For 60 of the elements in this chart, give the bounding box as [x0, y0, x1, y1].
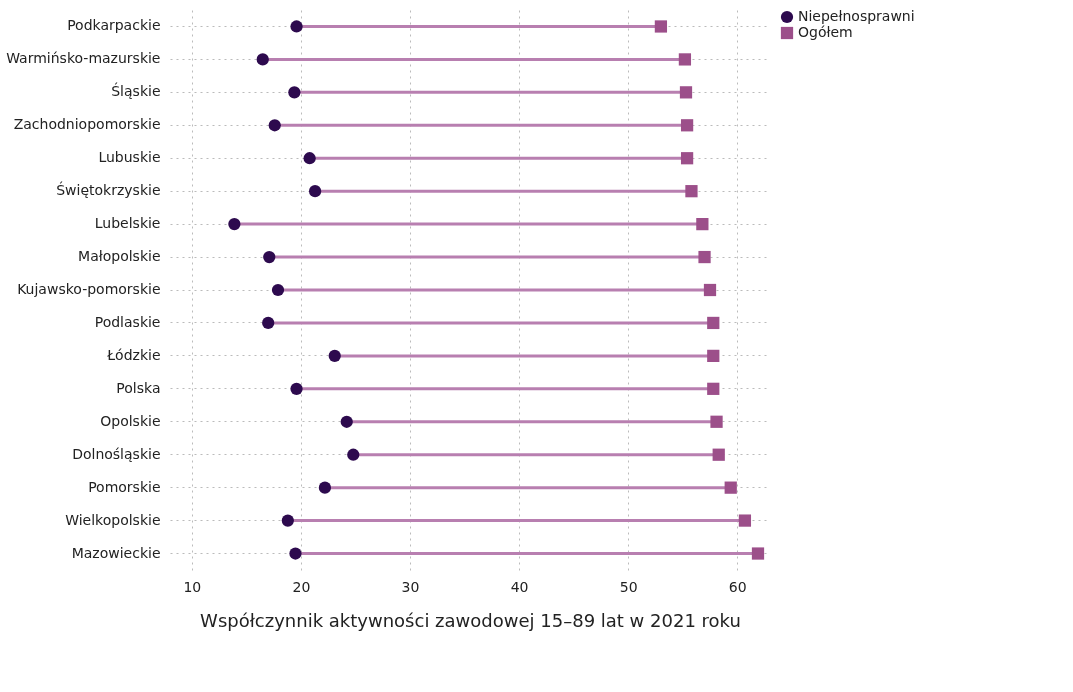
point [290, 20, 303, 33]
point [268, 119, 281, 132]
y-tick-label: Dolnośląskie [72, 445, 161, 462]
point [308, 185, 322, 198]
point [751, 547, 765, 560]
y-tick-label: Zachodniopomorskie [13, 116, 161, 133]
point [712, 448, 725, 461]
legend-label: Ogółem [798, 24, 853, 40]
y-tick-label: Mazowieckie [71, 544, 161, 561]
point [680, 152, 694, 165]
point [707, 349, 720, 363]
point [654, 20, 668, 33]
x-tick-label: 20 [292, 578, 311, 595]
point [256, 53, 269, 66]
point [340, 415, 353, 428]
legend-label: Niepełnosprawni [798, 8, 915, 24]
point [738, 514, 752, 527]
y-tick-label: Śląskie [111, 82, 161, 100]
point [347, 448, 360, 461]
point [228, 218, 241, 231]
x-tick-label: 10 [183, 578, 202, 595]
y-tick-label: Lubelskie [94, 215, 161, 232]
point [707, 316, 720, 330]
y-tick-label: Małopolskie [78, 248, 161, 265]
point [703, 283, 717, 297]
x-tick-label: 60 [728, 578, 747, 595]
point [263, 250, 276, 264]
point [318, 481, 332, 494]
y-tick-label: Podlaskie [94, 313, 161, 330]
x-axis-title: Współczynnik aktywności zawodowej 15–89 lat w 2021 roku [200, 609, 741, 631]
point [328, 349, 341, 362]
point [679, 86, 693, 99]
point [303, 152, 316, 165]
y-tick-label: Lubuskie [98, 149, 161, 166]
y-tick-label: Warmińsko-mazurskie [6, 50, 161, 67]
point [678, 53, 692, 66]
point [696, 217, 709, 231]
point [289, 547, 302, 560]
y-tick-label: Polska [116, 379, 161, 396]
y-tick-label: Opolskie [100, 412, 161, 429]
y-tick-label: Wielkopolskie [65, 511, 161, 528]
point [710, 415, 723, 428]
point [288, 86, 301, 99]
x-tick-label: 50 [619, 578, 638, 595]
point [680, 119, 694, 132]
point [271, 283, 285, 297]
point [281, 514, 294, 527]
point [698, 250, 711, 264]
x-tick-label: 40 [510, 578, 529, 595]
y-tick-label: Kujawsko-pomorskie [17, 281, 161, 297]
point [262, 316, 275, 330]
point [290, 382, 303, 395]
y-tick-label: Pomorskie [88, 478, 161, 495]
point [685, 185, 698, 198]
y-tick-label: Podkarpackie [67, 17, 161, 34]
point [707, 382, 720, 395]
point [724, 481, 737, 494]
y-tick-label: Świętokrzyskie [56, 181, 161, 199]
y-tick-label: Łódzkie [106, 346, 161, 363]
x-tick-label: 30 [401, 578, 420, 595]
